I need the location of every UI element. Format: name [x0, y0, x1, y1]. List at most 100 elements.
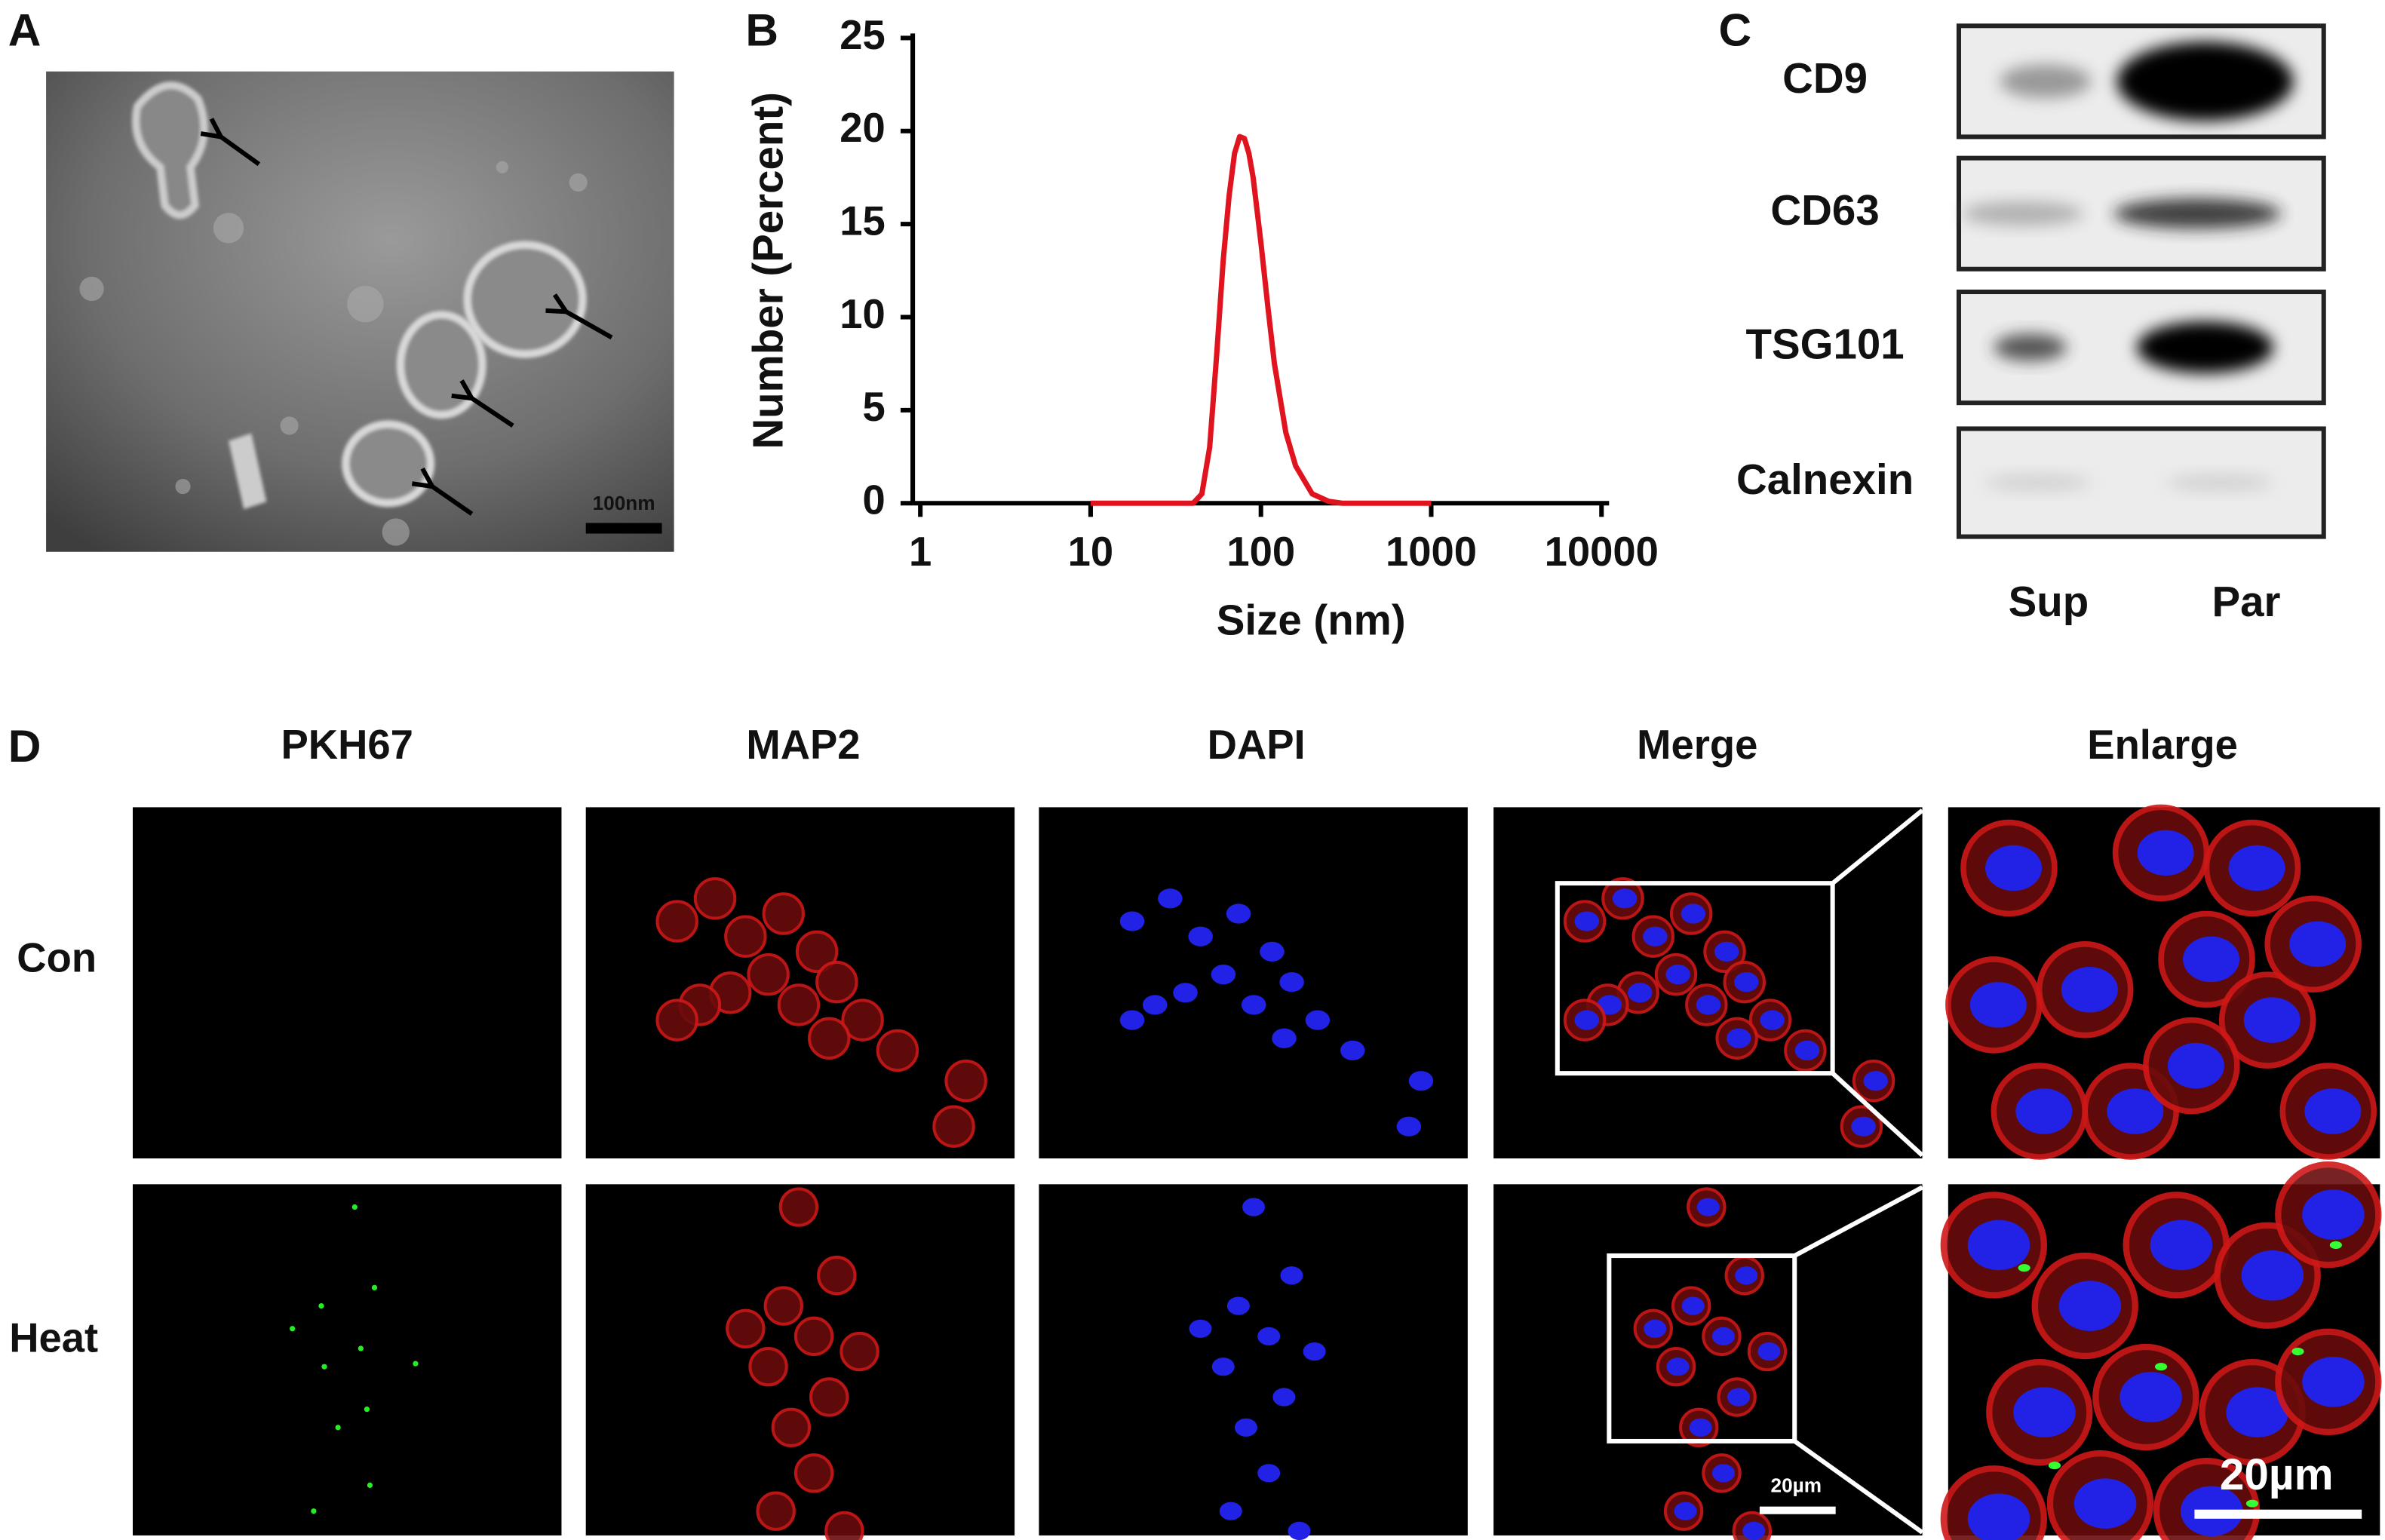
- nucleus: [2137, 830, 2194, 876]
- nucleus: [1967, 1219, 2030, 1271]
- scale-bar: [585, 523, 662, 534]
- nucleus: [1280, 1266, 1303, 1285]
- nucleus: [1644, 1319, 1667, 1338]
- micrograph: [132, 1184, 562, 1535]
- pkh67-dot: [318, 1302, 324, 1309]
- micrograph: [1945, 804, 2380, 1160]
- cell-membrane: [817, 1256, 857, 1296]
- cell-membrane: [771, 1407, 812, 1448]
- pkh67-dot: [364, 1407, 370, 1413]
- nucleus: [2183, 936, 2240, 983]
- x-tick-label: 10000: [1545, 529, 1659, 575]
- y-axis-label: Number (Percent): [744, 92, 792, 449]
- nucleus: [2226, 1387, 2288, 1437]
- nucleus: [1260, 941, 1285, 962]
- nucleus: [1612, 888, 1638, 909]
- zoom-box: [1555, 881, 1835, 1076]
- nucleus: [1681, 903, 1706, 924]
- nucleus: [1714, 941, 1739, 962]
- cell-membrane: [841, 999, 884, 1041]
- nucleus: [1597, 995, 1622, 1015]
- nucleus: [1279, 972, 1304, 992]
- x-tick-label: 100: [1226, 529, 1295, 575]
- cell-membrane: [724, 915, 767, 958]
- nucleus: [1711, 1464, 1735, 1483]
- blot-band: [2167, 473, 2274, 492]
- nucleus: [1272, 1388, 1296, 1407]
- nucleus: [2015, 1088, 2073, 1134]
- nucleus: [1696, 995, 1721, 1015]
- y-tick-label: 5: [863, 384, 886, 430]
- nucleus: [1211, 1357, 1235, 1376]
- cell-membrane: [756, 1491, 796, 1531]
- nucleus: [1757, 1342, 1781, 1361]
- micrograph: [1493, 1184, 1923, 1540]
- blot-band: [1994, 333, 2067, 361]
- cell-membrane: [840, 1331, 879, 1372]
- micrograph-background: [132, 1184, 562, 1535]
- debris: [228, 433, 267, 510]
- cell-membrane: [726, 1308, 766, 1349]
- arrow: [566, 311, 613, 340]
- vesicle: [342, 420, 435, 508]
- cell-membrane: [932, 1105, 975, 1148]
- column-header: MAP2: [746, 722, 860, 768]
- nucleus: [2304, 1088, 2362, 1134]
- pkh67-dot: [358, 1345, 364, 1351]
- micrograph: [1039, 1184, 1468, 1540]
- arrow: [432, 486, 474, 516]
- nucleus: [2058, 1281, 2122, 1331]
- arrow: [472, 398, 514, 428]
- nucleus: [1211, 965, 1236, 985]
- scale-bar: [2194, 1509, 2362, 1519]
- nucleus: [1119, 911, 1145, 931]
- nucleus: [1340, 1040, 1365, 1061]
- tem-particle: [175, 478, 191, 495]
- nucleus: [1794, 1040, 1820, 1061]
- cell-membrane: [655, 999, 698, 1041]
- nucleus: [1408, 1071, 1434, 1091]
- nucleus: [1666, 1357, 1690, 1376]
- protein-label: Calnexin: [1736, 456, 1914, 503]
- cell-membrane: [778, 1187, 819, 1227]
- cell-membrane: [777, 983, 821, 1026]
- pkh67-dot: [2048, 1462, 2061, 1470]
- zoom-line: [1831, 808, 1924, 885]
- tem-particle: [496, 161, 508, 173]
- pkh67-dot: [2291, 1348, 2304, 1356]
- nucleus: [2107, 1088, 2164, 1134]
- y-tick-label: 10: [840, 291, 886, 337]
- scale-bar: [1759, 1506, 1836, 1514]
- nucleus: [2289, 921, 2347, 968]
- nucleus: [1760, 1010, 1785, 1030]
- nucleus: [1119, 1010, 1145, 1030]
- arrow: [221, 137, 261, 167]
- protein-label: CD63: [1770, 186, 1879, 234]
- nucleus: [2302, 1357, 2365, 1407]
- nucleus: [1985, 845, 2043, 891]
- nucleus: [1241, 995, 1266, 1015]
- micrograph-background: [585, 807, 1015, 1159]
- pkh67-dot: [2245, 1499, 2259, 1508]
- nucleus: [1219, 1502, 1242, 1520]
- nucleus: [1226, 1296, 1250, 1315]
- nucleus: [1574, 911, 1599, 931]
- nucleus: [1234, 1418, 1257, 1437]
- cell-membrane: [824, 1511, 864, 1540]
- pkh67-dot: [311, 1508, 317, 1514]
- scale-bar-label: 100nm: [593, 492, 655, 514]
- nucleus: [1303, 1342, 1326, 1361]
- panel-label: B: [745, 4, 778, 55]
- column-header: PKH67: [281, 722, 413, 768]
- nucleus: [1257, 1464, 1281, 1483]
- nucleus: [1711, 1327, 1735, 1345]
- blot-band: [1961, 201, 2084, 226]
- blot-band: [2113, 198, 2282, 229]
- row-label: Heat: [9, 1315, 98, 1361]
- pkh67-dot: [371, 1284, 378, 1291]
- cell-membrane: [762, 892, 805, 935]
- nucleus: [1173, 983, 1198, 1003]
- nucleus: [1735, 1266, 1758, 1285]
- x-tick-label: 1000: [1386, 529, 1477, 575]
- tem-particle: [79, 276, 104, 302]
